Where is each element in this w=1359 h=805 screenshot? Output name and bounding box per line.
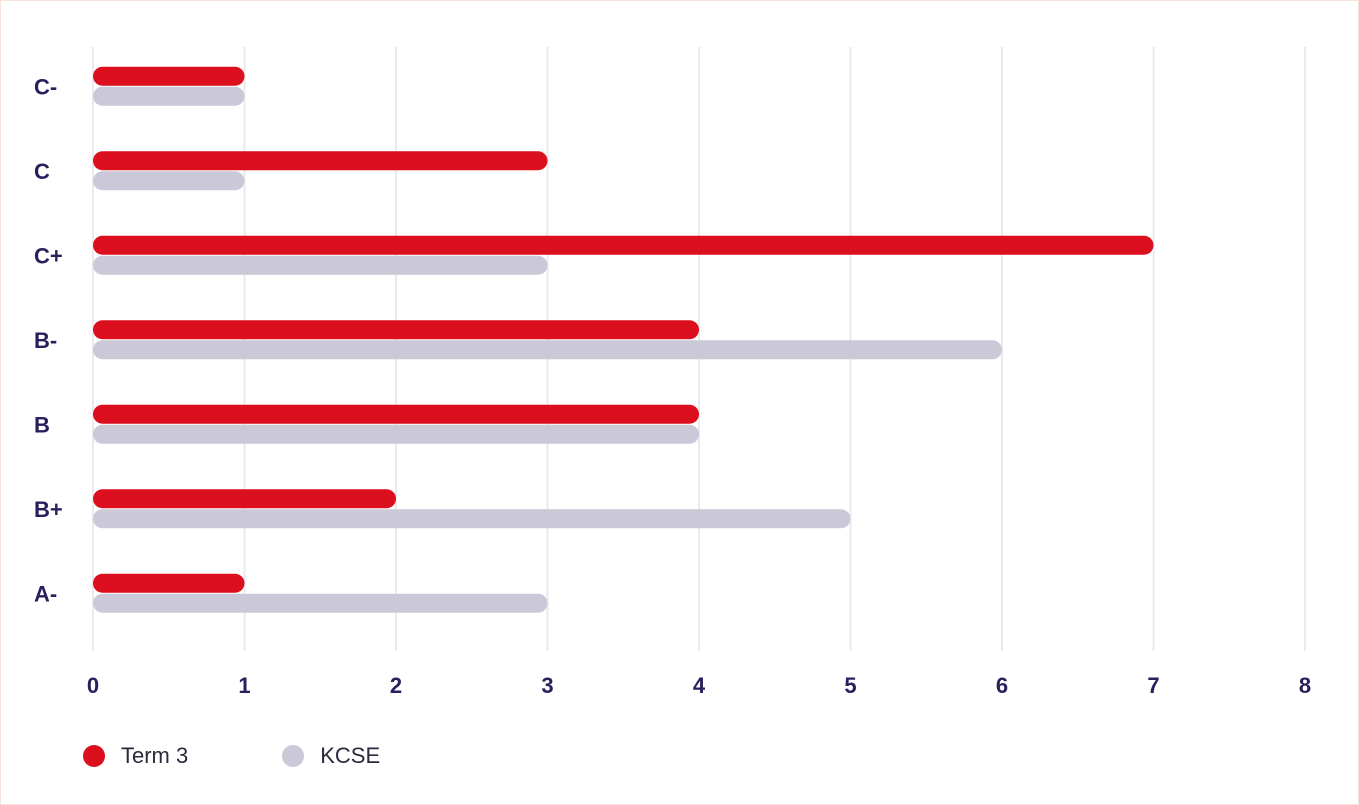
bar-term3[interactable] — [93, 404, 699, 424]
bar-kcse[interactable] — [93, 424, 699, 444]
bar-kcse[interactable] — [93, 86, 245, 106]
bars — [93, 66, 1154, 613]
legend: Term 3 KCSE — [83, 743, 474, 769]
bar-kcse[interactable] — [93, 593, 548, 613]
category-label: C — [34, 159, 50, 184]
x-tick-label: 8 — [1299, 673, 1311, 698]
bar-chart: C- C C+ B- B B+ A- 0 1 2 3 4 5 6 7 8 — [34, 47, 1311, 698]
category-label: C- — [34, 74, 57, 99]
category-label: B- — [34, 328, 57, 353]
legend-item-kcse[interactable]: KCSE — [282, 743, 380, 769]
bar-term3[interactable] — [93, 235, 1154, 255]
category-label: A- — [34, 581, 57, 606]
bar-term3[interactable] — [93, 151, 548, 171]
x-tick-label: 5 — [844, 673, 856, 698]
x-tick-label: 4 — [693, 673, 706, 698]
category-label: B+ — [34, 497, 63, 522]
x-tick-label: 6 — [996, 673, 1008, 698]
x-tick-label: 1 — [238, 673, 250, 698]
category-labels: C- C C+ B- B B+ A- — [34, 74, 63, 606]
bar-term3[interactable] — [93, 320, 699, 340]
category-label: B — [34, 412, 50, 437]
x-tick-label: 2 — [390, 673, 402, 698]
bar-kcse[interactable] — [93, 255, 548, 275]
x-tick-label: 3 — [541, 673, 553, 698]
bar-kcse[interactable] — [93, 340, 1002, 360]
legend-kcse-dot-icon — [282, 745, 305, 767]
bar-term3[interactable] — [93, 66, 245, 86]
x-axis-tick-labels: 0 1 2 3 4 5 6 7 8 — [87, 673, 1311, 698]
bar-term3[interactable] — [93, 489, 396, 509]
x-tick-label: 7 — [1147, 673, 1159, 698]
legend-term3-dot-icon — [83, 745, 105, 767]
category-label: C+ — [34, 243, 63, 268]
bar-term3[interactable] — [93, 573, 245, 593]
legend-term3-label: Term 3 — [121, 743, 189, 768]
legend-kcse-label: KCSE — [320, 743, 381, 768]
legend-item-term3[interactable]: Term 3 — [83, 743, 188, 769]
bar-kcse[interactable] — [93, 509, 851, 529]
x-tick-label: 0 — [87, 673, 99, 698]
bar-kcse[interactable] — [93, 171, 245, 191]
